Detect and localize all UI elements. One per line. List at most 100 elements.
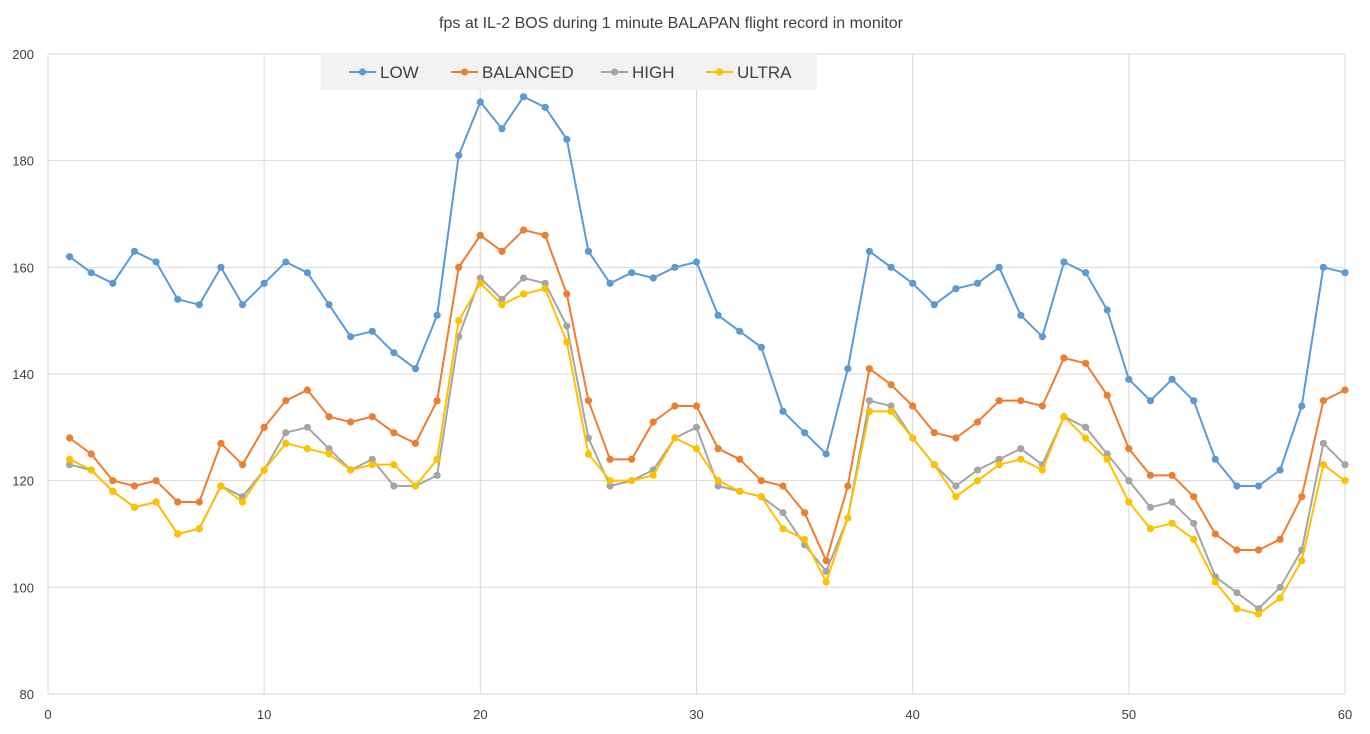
y-tick-label: 80 xyxy=(20,687,34,702)
data-point-balanced xyxy=(736,455,744,463)
data-point-balanced xyxy=(757,477,765,485)
data-point-low xyxy=(498,125,506,133)
data-point-balanced xyxy=(541,231,549,239)
y-tick-label: 160 xyxy=(12,260,34,275)
data-point-low xyxy=(66,253,74,261)
y-tick-label: 120 xyxy=(12,474,34,489)
data-point-high xyxy=(541,279,549,287)
data-point-low xyxy=(973,279,982,287)
data-point-balanced xyxy=(671,402,679,410)
data-point-balanced xyxy=(1298,493,1306,501)
data-point-high xyxy=(1103,450,1111,458)
data-point-ultra xyxy=(628,477,636,485)
data-point-balanced xyxy=(692,402,701,410)
legend-label: LOW xyxy=(380,63,419,82)
data-point-balanced xyxy=(844,482,852,490)
data-point-high xyxy=(822,567,830,575)
data-point-low xyxy=(584,247,593,255)
data-point-ultra xyxy=(66,455,74,463)
legend-box xyxy=(321,54,817,90)
x-tick-label: 50 xyxy=(1122,707,1136,722)
data-point-ultra xyxy=(411,482,420,490)
data-point-high xyxy=(66,461,74,469)
data-point-low xyxy=(238,301,247,309)
data-point-low xyxy=(995,263,1003,271)
data-point-high xyxy=(1341,461,1349,469)
data-point-ultra xyxy=(217,482,225,490)
data-point-ultra xyxy=(779,525,787,533)
data-point-ultra xyxy=(1276,594,1284,602)
data-point-high xyxy=(865,397,874,405)
data-point-balanced xyxy=(865,365,874,373)
data-point-low xyxy=(217,263,225,271)
data-point-high xyxy=(1017,445,1025,453)
data-point-balanced xyxy=(1060,354,1068,362)
data-point-ultra xyxy=(736,487,744,495)
data-point-low xyxy=(325,301,333,309)
data-point-balanced xyxy=(800,509,809,517)
data-point-balanced xyxy=(714,445,722,453)
data-point-low xyxy=(541,103,549,111)
data-point-high xyxy=(303,423,311,431)
data-point-low xyxy=(714,311,722,319)
data-point-ultra xyxy=(238,498,247,506)
data-point-ultra xyxy=(1254,610,1263,618)
legend-label: BALANCED xyxy=(482,63,574,82)
data-point-balanced xyxy=(973,418,982,426)
data-point-low xyxy=(347,333,355,341)
data-point-low xyxy=(1341,269,1349,277)
y-tick-label: 200 xyxy=(12,47,34,62)
data-point-ultra xyxy=(1146,525,1155,533)
data-point-low xyxy=(1276,466,1284,474)
data-point-ultra xyxy=(433,455,441,463)
data-point-ultra xyxy=(1190,535,1198,543)
data-point-ultra xyxy=(952,493,960,501)
data-point-ultra xyxy=(1103,455,1111,463)
data-point-balanced xyxy=(649,418,657,426)
data-point-ultra xyxy=(995,461,1003,469)
data-point-balanced xyxy=(584,397,593,405)
data-point-ultra xyxy=(174,530,182,538)
data-point-high xyxy=(692,423,701,431)
legend-swatch-marker xyxy=(358,68,367,76)
data-point-high xyxy=(1254,605,1263,613)
data-point-balanced xyxy=(130,482,139,490)
data-point-low xyxy=(1125,375,1133,383)
data-point-balanced xyxy=(87,450,95,458)
data-point-ultra xyxy=(1125,498,1133,506)
data-point-balanced xyxy=(498,247,506,255)
data-point-low xyxy=(130,247,139,255)
data-point-ultra xyxy=(368,461,376,469)
data-point-low xyxy=(736,327,744,335)
data-point-ultra xyxy=(800,535,809,543)
data-point-high xyxy=(952,482,960,490)
data-point-ultra xyxy=(455,317,463,325)
data-point-low xyxy=(865,247,874,255)
series-line-balanced xyxy=(69,229,1346,562)
data-point-ultra xyxy=(909,434,917,442)
data-point-balanced xyxy=(347,418,355,426)
data-point-ultra xyxy=(476,279,484,287)
data-point-high xyxy=(779,509,787,517)
data-point-low xyxy=(390,349,398,357)
data-point-low xyxy=(757,343,765,351)
data-point-ultra xyxy=(195,525,203,533)
data-point-ultra xyxy=(1319,461,1327,469)
x-tick-label: 60 xyxy=(1338,707,1352,722)
data-point-low xyxy=(433,311,441,319)
data-point-high xyxy=(368,455,376,463)
data-point-balanced xyxy=(1233,546,1241,554)
data-point-balanced xyxy=(303,386,311,394)
data-point-ultra xyxy=(822,578,830,586)
data-point-balanced xyxy=(455,263,463,271)
data-point-low xyxy=(1233,482,1241,490)
data-point-balanced xyxy=(822,557,830,565)
data-point-high xyxy=(606,482,614,490)
data-point-ultra xyxy=(563,338,571,346)
data-point-low xyxy=(692,258,701,266)
series-line-ultra xyxy=(69,282,1346,615)
data-point-ultra xyxy=(130,503,139,511)
data-point-ultra xyxy=(973,477,982,485)
data-point-high xyxy=(995,455,1003,463)
